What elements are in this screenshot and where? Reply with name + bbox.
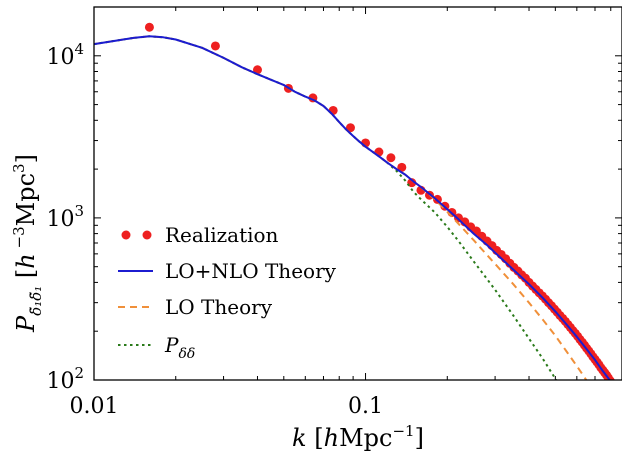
x-axis-label-var: k: [292, 424, 307, 452]
legend-label-lo: LO Theory: [165, 295, 273, 319]
data-point-realization: [252, 65, 262, 75]
data-point-realization: [609, 381, 618, 390]
x-tick-label: 0.01: [70, 394, 119, 419]
plot-frame: [93, 6, 622, 381]
legend-label-pdd: Pδδ: [164, 333, 195, 362]
legend-marker-realization-1: [121, 230, 131, 240]
legend-entry-pdd: Pδδ: [118, 333, 195, 362]
y-axis-label-exp2: 3: [10, 163, 28, 173]
x-axis-label-exp: −1: [392, 422, 414, 440]
series-line-lo-nlo-theory: [94, 35, 611, 380]
legend-entry-lo-nlo: LO+NLO Theory: [118, 259, 337, 283]
y-axis-label-h: h: [12, 253, 40, 268]
data-point-realization: [345, 123, 355, 133]
y-tick-label: 103: [46, 202, 84, 232]
data-point-realization: [611, 384, 620, 393]
data-point-realization: [616, 391, 622, 400]
y-tick-label: 102: [46, 364, 84, 394]
y-axis-label: Pδ̃₁δ̃₁ [h −3Mpc3]: [10, 154, 45, 333]
x-tick-label: 0.1: [348, 394, 383, 419]
legend-label-pdd-var: P: [164, 333, 179, 357]
data-point-realization: [614, 389, 622, 398]
x-axis-label: k [hMpc−1]: [292, 422, 424, 452]
series-layer: [94, 22, 622, 400]
legend-entry-lo: LO Theory: [118, 295, 273, 319]
data-point-realization: [613, 386, 622, 395]
legend-label-pdd-sub: δδ: [178, 346, 195, 362]
x-axis-label-h: h: [324, 424, 339, 452]
x-axis-label-unit: Mpc: [339, 424, 392, 452]
legend-label-lo-nlo: LO+NLO Theory: [165, 259, 337, 283]
y-axis-label-close: ]: [12, 154, 40, 163]
y-axis-label-open: [: [12, 269, 40, 286]
legend: Realization LO+NLO Theory LO Theory Pδδ: [118, 223, 337, 362]
ticks-layer: 0.01 0.1 102 103 104: [46, 6, 622, 419]
legend-marker-realization-2: [142, 230, 152, 240]
legend-entry-realization: Realization: [121, 223, 279, 247]
data-point-realization: [144, 22, 154, 32]
y-axis-label-unit: Mpc: [12, 173, 40, 226]
x-axis-label-close: ]: [415, 424, 424, 452]
y-axis-label-var: P: [12, 315, 40, 333]
data-point-realization: [397, 162, 407, 172]
y-tick-label: 104: [46, 40, 84, 70]
data-point-realization: [210, 41, 220, 51]
x-axis-label-open: [: [307, 424, 324, 452]
y-axis-label-exp1: −3: [10, 226, 28, 253]
data-point-realization: [328, 105, 338, 115]
data-point-realization: [386, 153, 396, 163]
legend-label-realization: Realization: [165, 223, 279, 247]
y-axis-label-sub: δ̃₁δ̃₁: [27, 286, 45, 316]
